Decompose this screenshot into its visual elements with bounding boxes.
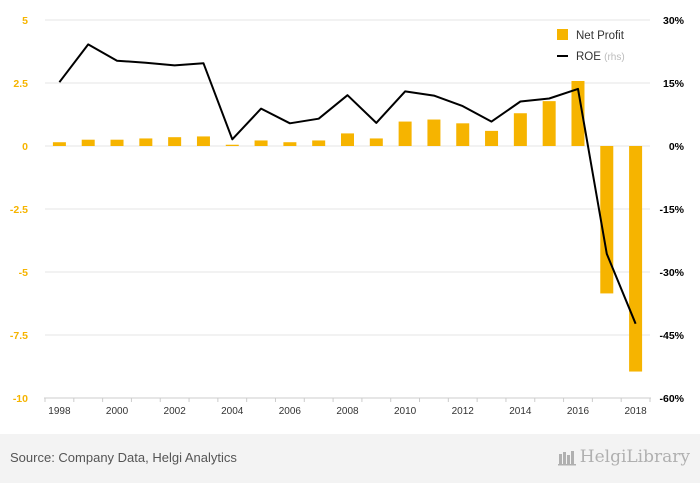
net-profit-bar — [283, 142, 297, 146]
net-profit-bar — [542, 101, 556, 146]
legend: Net Profit ROE (rhs) — [557, 29, 625, 63]
y-right-tick-label: 15% — [663, 78, 685, 90]
legend-roe-sub: (rhs) — [604, 52, 625, 63]
gridlines — [45, 19, 650, 399]
x-tick-label: 2002 — [164, 406, 187, 417]
library-icon — [557, 451, 576, 466]
net-profit-bars — [52, 80, 643, 372]
y-left-tick-label: 5 — [22, 15, 28, 27]
brand-name: HelgiLibrary — [579, 447, 690, 467]
footer: Source: Company Data, Helgi Analytics He… — [0, 434, 700, 483]
y-right-tick-label: -45% — [659, 330, 684, 342]
x-tick-label: 1998 — [48, 406, 71, 417]
roe-line-layer — [58, 43, 637, 325]
y-right-tick-label: -15% — [659, 204, 684, 216]
chart: 5 30% 2.5 15% 0 0% -2.5 -15% -5 -30% -7.5 -45% -10 -6… — [10, 15, 685, 417]
y-right-tick-label: -60% — [659, 393, 684, 405]
net-profit-bar — [52, 142, 66, 146]
y-left-tick-label: -2.5 — [10, 204, 28, 216]
net-profit-bar — [571, 80, 585, 146]
net-profit-bar — [600, 146, 614, 294]
net-profit-bar — [312, 140, 326, 146]
y-right-tick-label: 30% — [663, 15, 685, 27]
y-right-tick-label: -30% — [659, 267, 684, 279]
axes: 5 30% 2.5 15% 0 0% -2.5 -15% -5 -30% -7.5 -45% -10 -6… — [10, 15, 685, 417]
net-profit-bar — [398, 121, 412, 146]
net-profit-bar — [196, 136, 210, 146]
net-profit-bar — [110, 139, 124, 146]
source-text: Source: Company Data, Helgi Analytics — [10, 450, 237, 465]
y-left-tick-label: 0 — [22, 141, 28, 153]
net-profit-bar — [485, 130, 499, 146]
net-profit-bar — [341, 133, 354, 146]
y-left-tick-label: 2.5 — [13, 78, 28, 90]
y-left-tick-label: -10 — [13, 393, 28, 405]
net-profit-bar — [225, 144, 239, 146]
net-profit-bar — [427, 119, 441, 146]
x-tick-label: 2004 — [221, 406, 244, 417]
net-profit-bar — [369, 138, 383, 146]
combo-chart: 5 30% 2.5 15% 0 0% -2.5 -15% -5 -30% -7.5 -45% -10 -6… — [10, 15, 685, 417]
net-profit-bar — [139, 138, 153, 146]
net-profit-bar — [254, 140, 268, 146]
x-tick-label: 2000 — [106, 406, 129, 417]
legend-net-profit-label: Net Profit — [576, 30, 625, 42]
x-tick-label: 2018 — [624, 406, 647, 417]
net-profit-bar — [456, 123, 470, 146]
net-profit-bar — [168, 137, 182, 146]
x-tick-label: 2012 — [452, 406, 475, 417]
x-tick-label: 2016 — [567, 406, 590, 417]
brand-logo: HelgiLibrary — [557, 447, 690, 467]
y-left-tick-label: -5 — [19, 267, 28, 279]
net-profit-bar — [629, 146, 643, 372]
x-tick-label: 2014 — [509, 406, 532, 417]
y-right-tick-label: 0% — [669, 141, 685, 153]
legend-roe-label: ROE (rhs) — [576, 51, 625, 63]
y-left-tick-label: -7.5 — [10, 330, 28, 342]
x-tick-label: 2010 — [394, 406, 417, 417]
x-tick-label: 2006 — [279, 406, 302, 417]
x-tick-label: 2008 — [336, 406, 359, 417]
legend-net-profit-swatch — [557, 29, 568, 40]
net-profit-bar — [81, 139, 95, 146]
net-profit-bar — [513, 113, 527, 146]
roe-line — [58, 43, 637, 325]
